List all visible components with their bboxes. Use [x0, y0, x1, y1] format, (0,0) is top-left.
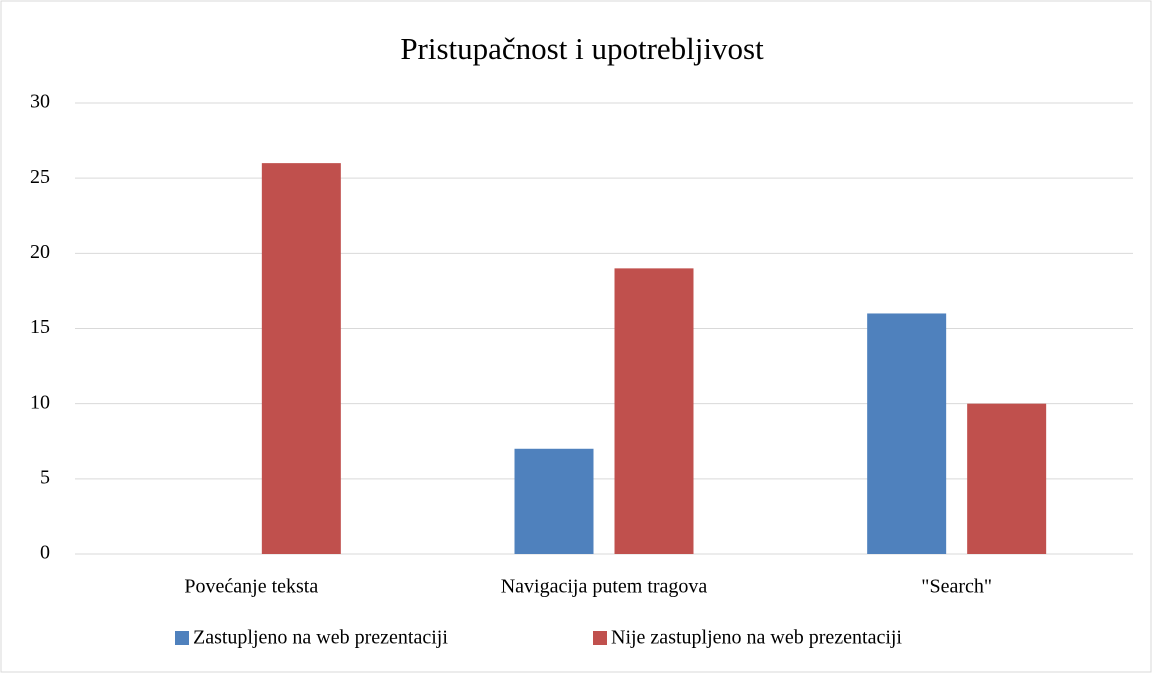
bar [514, 448, 594, 554]
x-tick-label: Povećanje teksta [184, 576, 318, 598]
bar [261, 163, 341, 554]
bar [967, 403, 1047, 554]
y-tick-label: 0 [40, 542, 50, 564]
y-tick-label: 5 [40, 466, 50, 488]
legend-label: Zastupljeno na web prezentaciji [193, 627, 448, 649]
legend-swatch [593, 631, 607, 645]
chart-title: Pristupačnost i upotrebljivost [400, 31, 764, 66]
y-tick-label: 25 [30, 166, 50, 188]
y-tick-label: 10 [30, 391, 50, 413]
legend-label: Nije zastupljeno na web prezentaciji [611, 627, 902, 649]
bar [867, 313, 947, 554]
legend-swatch [175, 631, 189, 645]
y-tick-label: 15 [30, 316, 50, 338]
x-tick-label: "Search" [921, 576, 992, 598]
x-tick-label: Navigacija putem tragova [501, 576, 708, 598]
y-tick-label: 30 [30, 91, 50, 113]
y-tick-label: 20 [30, 241, 50, 263]
bar [614, 268, 694, 554]
